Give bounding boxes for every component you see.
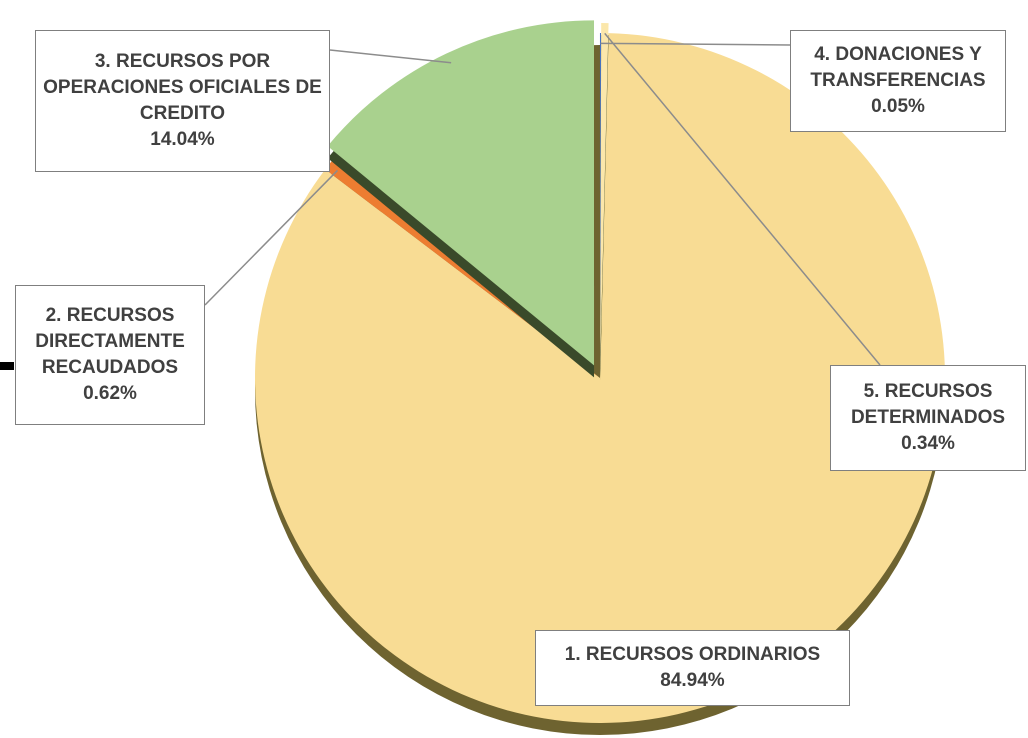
leaders: [204, 32, 881, 366]
value-label: 84.94%: [660, 670, 725, 691]
leader-line: [604, 32, 881, 366]
data-label: 1. RECURSOS ORDINARIOS 84.94%: [535, 630, 850, 706]
value-label: 0.05%: [871, 96, 925, 117]
value-label: 0.34%: [901, 433, 955, 454]
slice: [255, 33, 946, 724]
data-label: 3. RECURSOS POR OPERACIONES OFICIALES DE…: [35, 30, 330, 172]
value-label: 0.62%: [83, 383, 137, 404]
leader-line: [600, 42, 791, 46]
leader-line: [329, 49, 452, 64]
slice: [599, 33, 602, 378]
slice: [327, 20, 595, 366]
value-label: 14.04%: [150, 129, 215, 150]
data-label: 5. RECURSOS DETERMINADOS 0.34%: [830, 365, 1026, 471]
leader-line: [204, 169, 339, 306]
data-label: 4. DONACIONES Y TRANSFERENCIAS 0.05%: [790, 30, 1006, 132]
edge-mark: [0, 362, 14, 370]
category-name: 2. RECURSOS DIRECTAMENTE RECAUDADOS: [35, 305, 185, 378]
slice: [600, 23, 609, 369]
pie: [255, 20, 946, 735]
category-name: 4. DONACIONES Y TRANSFERENCIAS: [810, 44, 986, 91]
data-label: 2. RECURSOS DIRECTAMENTE RECAUDADOS 0.62%: [15, 285, 205, 425]
category-name: 5. RECURSOS DETERMINADOS: [850, 381, 1006, 428]
category-name: 3. RECURSOS POR OPERACIONES OFICIALES DE…: [43, 51, 322, 124]
category-name: 1. RECURSOS ORDINARIOS: [564, 644, 821, 665]
